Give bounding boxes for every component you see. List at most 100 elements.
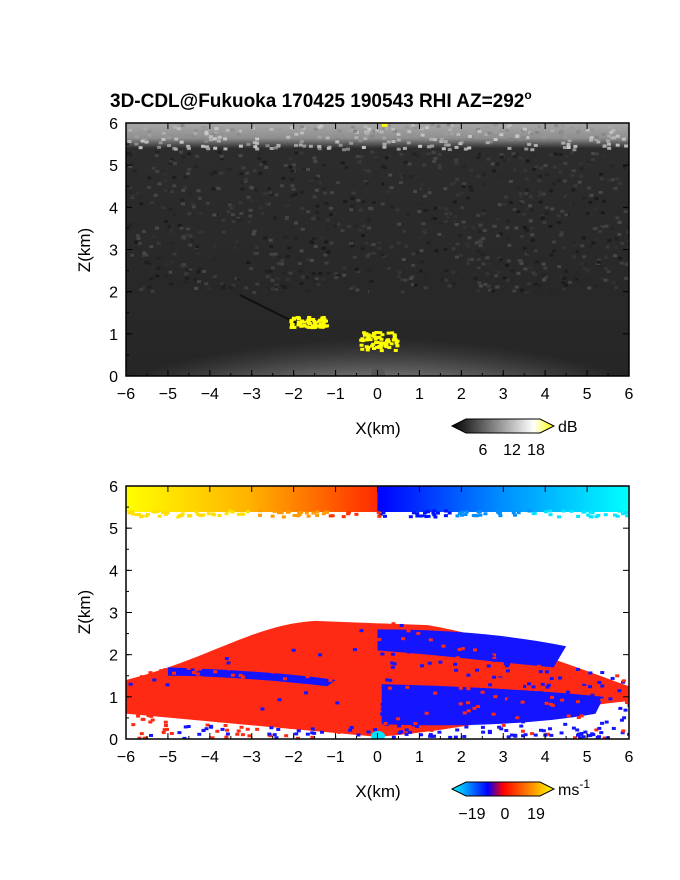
velocity-pixel (466, 673, 471, 677)
noise-pixel (179, 198, 184, 202)
high-echo-pixel (387, 346, 392, 350)
noise-pixel (545, 211, 550, 215)
y-tick-label: 2 (109, 648, 118, 665)
noise-pixel (523, 225, 528, 229)
velocity-pixel (453, 735, 458, 739)
cloud-pixel (560, 124, 565, 128)
velocity-pixel (506, 662, 511, 666)
high-echo-pixel (316, 324, 321, 328)
velocity-pixel (227, 655, 232, 659)
noise-pixel (299, 151, 304, 155)
velocity-pixel (285, 655, 290, 659)
cloud-pixel (522, 127, 527, 131)
velocity-pixel (274, 653, 279, 657)
cloud-pixel (572, 148, 577, 152)
velocity-pixel (403, 658, 408, 662)
noise-pixel (615, 177, 620, 181)
noise-pixel (606, 270, 611, 274)
noise-pixel (556, 214, 561, 218)
cloud-pixel (391, 140, 396, 144)
velocity-pixel (271, 685, 276, 689)
cloud-pixel (286, 135, 291, 139)
noise-pixel (454, 177, 459, 181)
noise-pixel (533, 249, 538, 253)
noise-pixel (293, 192, 298, 196)
cloud-pixel (367, 127, 372, 131)
cloud-pixel (176, 127, 181, 131)
noise-pixel (478, 251, 483, 255)
noise-pixel (213, 258, 218, 262)
noise-pixel (504, 195, 509, 199)
cloud-pixel (459, 140, 464, 144)
velocity-pixel (597, 726, 602, 730)
velocity-pixel (277, 698, 282, 702)
high-echo-pixel (370, 334, 375, 338)
noise-pixel (217, 150, 222, 154)
velocity-pixel (411, 723, 416, 727)
velocity-pixel (359, 629, 364, 633)
velocity-pixel (399, 623, 404, 627)
cloud-pixel (558, 131, 563, 135)
noise-pixel (571, 271, 576, 275)
noise-pixel (291, 163, 296, 167)
cloud-edge-pixel (270, 514, 275, 518)
cloud-pixel (186, 144, 191, 148)
noise-pixel (510, 168, 515, 172)
colorbar-1-ticks: 6 12 18 (479, 442, 545, 459)
cloud-pixel (384, 127, 389, 131)
cloud-pixel (427, 145, 432, 149)
noise-pixel (151, 166, 156, 170)
velocity-pixel (581, 735, 586, 739)
velocity-pixel (159, 694, 164, 698)
noise-pixel (403, 160, 408, 164)
cloud-pixel (509, 138, 514, 142)
velocity-pixel (390, 665, 395, 669)
velocity-pixel (389, 700, 394, 704)
cloud-edge-pixel (224, 512, 229, 516)
velocity-pixel (270, 713, 275, 717)
high-echo-pixel (378, 341, 383, 345)
velocity-pixel (435, 635, 440, 639)
velocity-pixel (583, 730, 588, 734)
velocity-pixel (433, 691, 438, 695)
noise-pixel (443, 220, 448, 224)
velocity-pixel (400, 640, 405, 644)
noise-pixel (560, 209, 565, 213)
velocity-pixel (558, 703, 563, 707)
noise-pixel (148, 272, 153, 276)
noise-pixel (423, 228, 428, 232)
velocity-pixel (329, 700, 334, 704)
cloud-edge-pixel (531, 512, 536, 516)
cloud-pixel (430, 123, 435, 127)
high-echo-pixel (395, 344, 400, 348)
cloud-pixel (577, 126, 582, 130)
velocity-pixel (416, 631, 421, 635)
velocity-pixel (610, 676, 615, 680)
noise-pixel (239, 211, 244, 215)
noise-pixel (441, 205, 446, 209)
noise-pixel (152, 179, 157, 183)
noise-pixel (603, 278, 608, 282)
cloud-pixel (186, 146, 191, 150)
velocity-pixel (328, 678, 333, 682)
noise-pixel (452, 181, 457, 185)
noise-pixel (487, 250, 492, 254)
noise-pixel (234, 218, 239, 222)
noise-pixel (572, 255, 577, 259)
noise-pixel (451, 247, 456, 251)
noise-pixel (426, 241, 431, 245)
cloud-pixel (212, 137, 217, 141)
velocity-pixel (523, 733, 528, 737)
velocity-pixel (181, 703, 186, 707)
noise-pixel (469, 188, 474, 192)
velocity-pixel (337, 730, 342, 734)
noise-pixel (540, 211, 545, 215)
noise-pixel (190, 257, 195, 261)
cloud-edge-pixel (422, 514, 427, 518)
velocity-pixel (150, 718, 155, 722)
noise-pixel (577, 180, 582, 184)
y-tick-label: 3 (109, 606, 118, 623)
noise-pixel (517, 213, 522, 217)
noise-pixel (243, 179, 248, 183)
cloud-edge-pixel (418, 514, 423, 518)
